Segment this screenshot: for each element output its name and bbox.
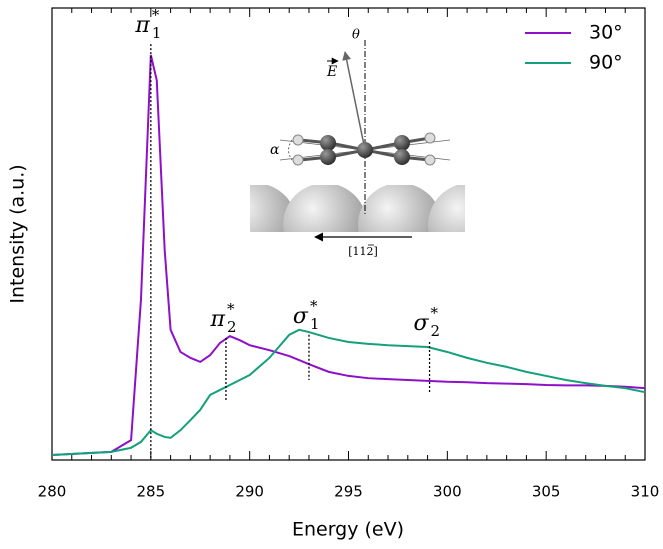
x-tick-label: 280 xyxy=(38,483,67,501)
annotation-sub: 1 xyxy=(152,24,162,42)
legend-label: 90° xyxy=(589,52,623,74)
inset-diagram: θ E α [112] xyxy=(250,28,465,258)
x-tick-label: 305 xyxy=(532,483,561,501)
annotation-sup: * xyxy=(227,300,235,318)
x-axis-label: Energy (eV) xyxy=(292,519,404,541)
legend-label: 30° xyxy=(589,22,623,44)
y-axis-label: Intensity (a.u.) xyxy=(7,164,29,303)
series-line xyxy=(51,328,646,457)
x-tick-label: 310 xyxy=(631,483,660,501)
annotation-sub: 1 xyxy=(310,315,320,333)
direction-label: [112] xyxy=(348,245,378,258)
x-tick-label: 295 xyxy=(334,483,363,501)
annotation-symbol: σ xyxy=(293,304,309,329)
annotation-sup: * xyxy=(431,304,439,322)
x-tick-label: 300 xyxy=(433,483,462,501)
x-tick-label: 285 xyxy=(137,483,166,501)
theta-label: θ xyxy=(352,28,360,43)
series-line xyxy=(51,54,646,457)
annotation-sub: 2 xyxy=(431,322,441,340)
annotation-symbol: σ xyxy=(414,311,430,336)
annotation-sup: * xyxy=(310,297,318,315)
plot-frame xyxy=(51,7,646,461)
annotation-symbol: π xyxy=(209,307,225,332)
annotation-sup: * xyxy=(152,6,160,24)
alpha-label: α xyxy=(270,142,280,158)
annotation-symbol: π xyxy=(134,13,150,38)
x-tick-label: 290 xyxy=(235,483,264,501)
annotation-sub: 2 xyxy=(227,318,237,336)
field-label: E xyxy=(326,64,337,80)
